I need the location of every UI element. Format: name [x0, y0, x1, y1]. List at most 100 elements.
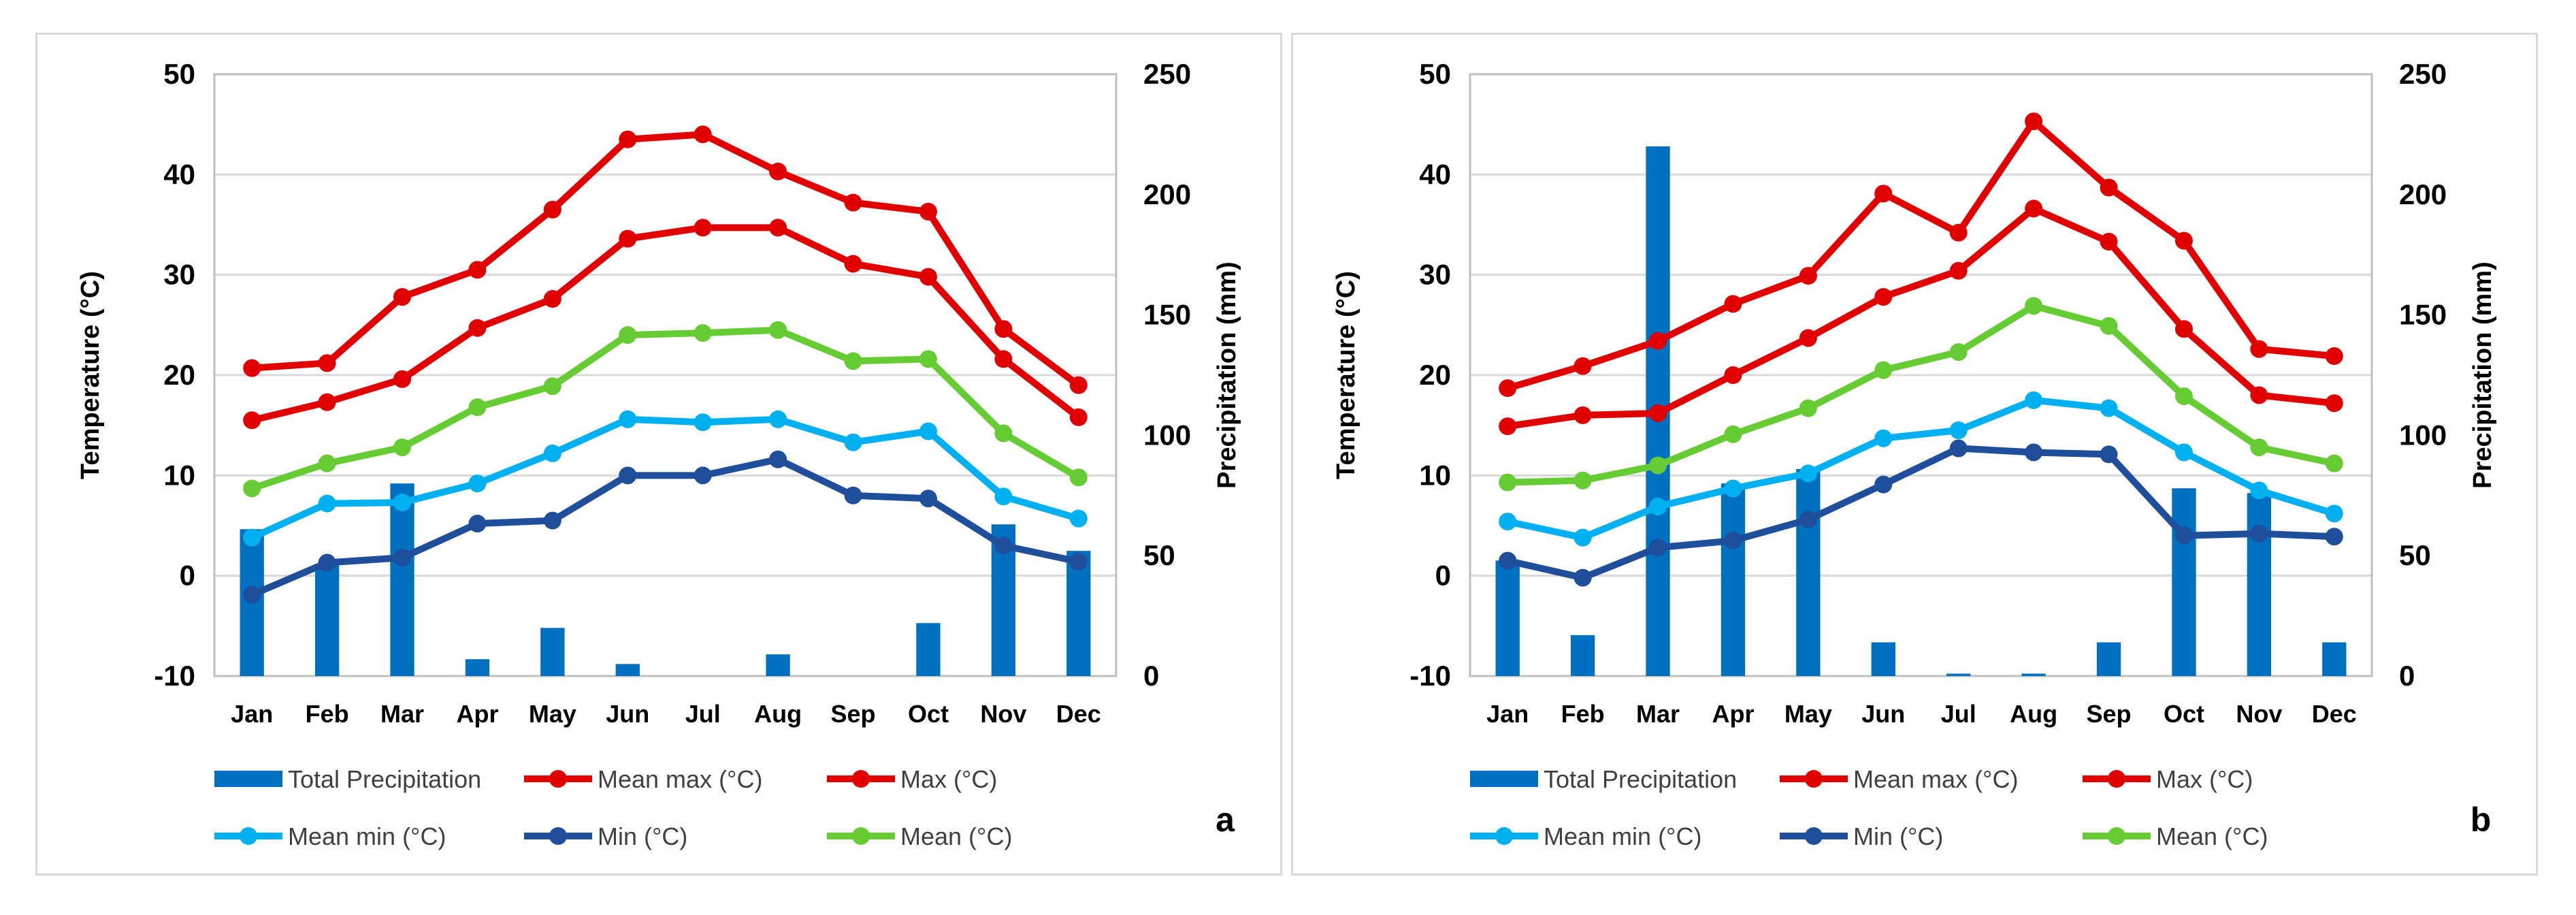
series-point-3 [543, 444, 561, 462]
series-point-1 [468, 319, 487, 337]
series-point-3 [2174, 443, 2193, 462]
series-point-3 [1874, 429, 1893, 447]
series-point-3 [243, 528, 261, 547]
series-line-0 [251, 131, 1081, 388]
series-point-3 [1799, 464, 1817, 483]
series-point-0 [2025, 112, 2043, 131]
series-point-1 [694, 219, 712, 237]
y2-tick-label: 250 [1143, 58, 1191, 90]
series-point-4 [468, 515, 487, 533]
x-tick-label: Nov [2236, 700, 2282, 728]
series-point-3 [919, 422, 937, 440]
series-point-1 [769, 219, 787, 237]
legend-label: Mean (°C) [2156, 822, 2268, 850]
precipitation-bar [2247, 493, 2272, 676]
y-tick-label: 0 [180, 560, 195, 592]
legend-swatch-bar [214, 771, 282, 787]
x-tick-label: Sep [831, 700, 876, 728]
series-point-0 [2100, 178, 2118, 197]
legend-label: Mean max (°C) [598, 765, 762, 793]
x-tick-label: Mar [1636, 700, 1680, 728]
y-axis-title: Temperature (°C) [76, 271, 105, 479]
series-point-3 [1649, 498, 1667, 516]
y-tick-label: 50 [163, 58, 195, 90]
series-line-0 [1506, 118, 2335, 391]
legend-swatch-marker [549, 770, 567, 788]
precipitation-bar [2172, 488, 2196, 676]
series-point-0 [1724, 295, 1742, 313]
series-point-0 [919, 202, 937, 221]
x-tick-label: Dec [2312, 700, 2357, 728]
series-point-4 [1874, 475, 1893, 494]
series-point-3 [694, 413, 712, 432]
legend-label: Total Precipitation [288, 765, 481, 793]
precipitation-bar [1495, 560, 1520, 676]
series-line-2 [250, 326, 1081, 492]
series-point-2 [919, 350, 937, 368]
series-point-0 [619, 130, 637, 148]
series-point-2 [318, 454, 336, 472]
y2-tick-label: 0 [2399, 660, 2415, 692]
x-tick-label: May [529, 700, 576, 728]
precipitation-bar [1066, 551, 1091, 676]
series-point-1 [1799, 329, 1817, 347]
series-line-4 [1507, 445, 2334, 581]
legend-swatch-marker [852, 827, 870, 845]
series-point-1 [1874, 288, 1893, 306]
precipitation-bar [390, 483, 414, 676]
x-tick-label: Jun [606, 700, 649, 728]
series-point-3 [1499, 513, 1517, 531]
y2-tick-label: 50 [2399, 539, 2431, 571]
legend-swatch-marker [240, 827, 257, 845]
series-point-1 [1574, 406, 1592, 424]
series-line-1 [251, 224, 1081, 424]
series-point-4 [619, 466, 637, 485]
x-tick-label: Jun [1861, 700, 1905, 728]
series-point-0 [1874, 184, 1893, 203]
chart-panel-b: -10 0 10 20 30 40 50 0 50 100 150 200 250 Jan Feb Mar Ap… [1291, 33, 2538, 876]
series-point-0 [543, 200, 561, 219]
precipitation-bar [1946, 673, 1971, 676]
series-point-2 [2174, 387, 2193, 405]
series-point-3 [2325, 504, 2343, 523]
legend-swatch-marker [2108, 770, 2125, 788]
series-point-4 [844, 486, 862, 504]
series-point-2 [393, 438, 412, 457]
x-tick-label: Jan [1486, 700, 1529, 728]
x-tick-label: Feb [1561, 700, 1605, 728]
series-point-3 [2025, 391, 2043, 409]
series-point-0 [2174, 231, 2193, 250]
series-point-3 [468, 475, 487, 493]
series-point-2 [1499, 473, 1517, 492]
series-point-1 [243, 411, 261, 430]
series-point-2 [2100, 317, 2118, 335]
series-point-3 [1724, 479, 1742, 498]
series-point-1 [919, 268, 937, 286]
x-tick-label: Aug [2010, 700, 2057, 728]
series-point-0 [1949, 223, 1968, 242]
panel-label: b [2471, 801, 2492, 839]
series-point-4 [2325, 528, 2343, 546]
legend-swatch-marker [1805, 827, 1823, 845]
panel-label: a [1216, 801, 1235, 839]
series-point-1 [393, 370, 412, 388]
legend-label: Mean min (°C) [1544, 822, 1701, 850]
x-tick-label: Apr [1712, 700, 1754, 728]
y-tick-label: 0 [1435, 560, 1451, 592]
series-point-3 [2100, 399, 2118, 417]
y-tick-label: 40 [1419, 158, 1451, 190]
y-tick-label: 10 [163, 459, 195, 491]
y-tick-label: -10 [154, 660, 195, 692]
series-point-4 [2100, 445, 2118, 464]
legend-swatch-marker [1495, 827, 1513, 845]
series-point-4 [543, 511, 561, 530]
precipitation-bar [916, 623, 941, 676]
series-point-2 [243, 479, 261, 498]
y2-tick-label: 150 [1143, 299, 1191, 331]
series-point-3 [994, 487, 1013, 506]
series-point-0 [1799, 267, 1817, 285]
x-tick-label: Apr [456, 700, 498, 728]
series-point-2 [1799, 399, 1817, 417]
series-point-2 [1874, 361, 1893, 379]
legend-swatch-bar [1470, 771, 1538, 787]
